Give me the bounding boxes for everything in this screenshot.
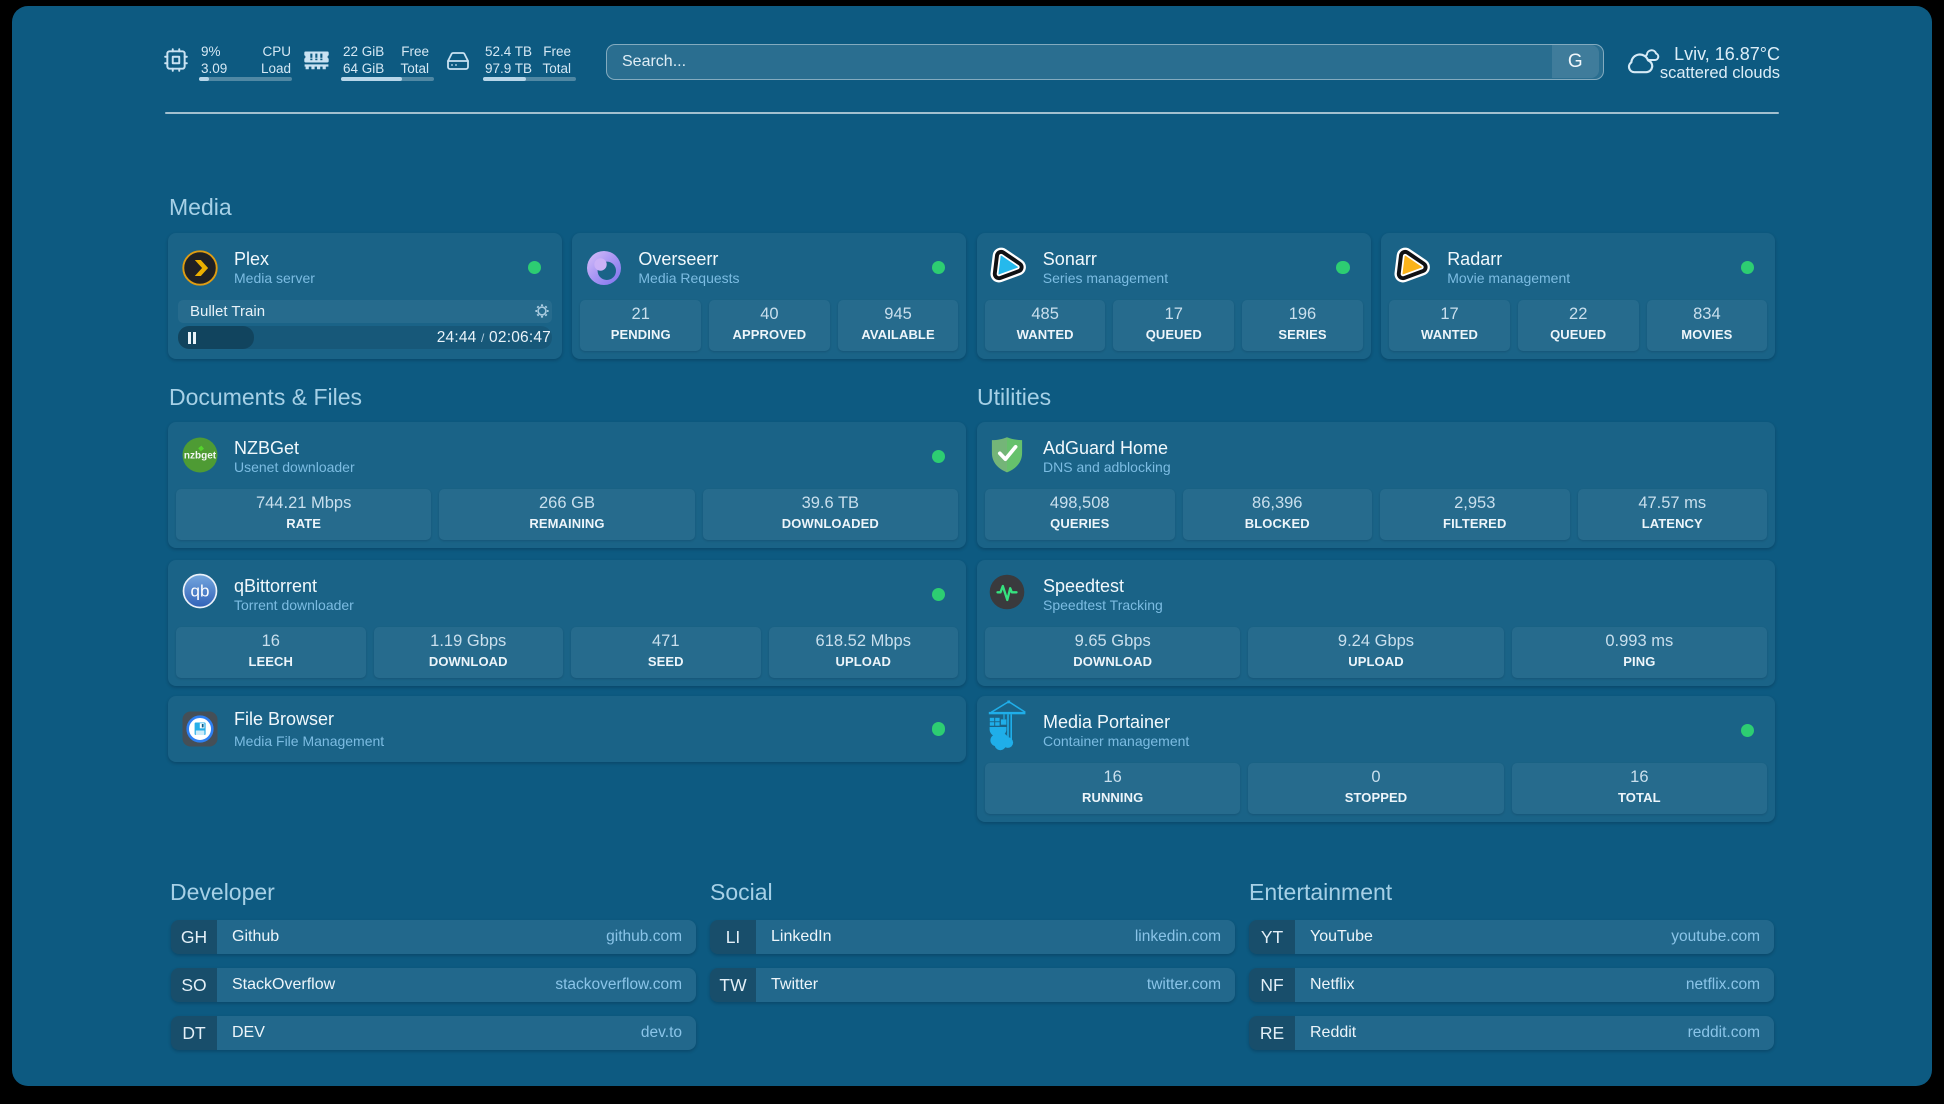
svg-text:qb: qb <box>191 582 210 601</box>
svg-text:nzbget: nzbget <box>184 450 217 461</box>
